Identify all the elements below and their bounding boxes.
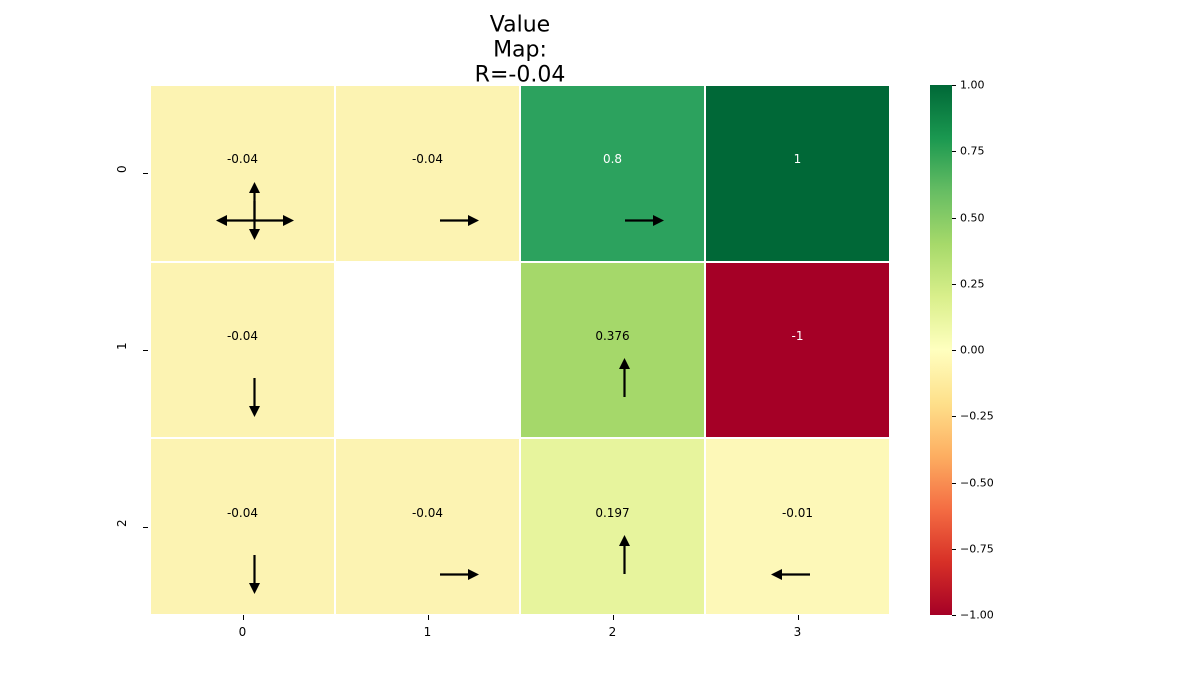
x-tick-mark	[243, 615, 244, 620]
arrow-left-icon	[771, 565, 810, 584]
colorbar-tick-mark	[952, 151, 956, 152]
cell-0-0: -0.04	[150, 85, 335, 262]
cell-2-3: -0.01	[705, 438, 890, 615]
heatmap-grid: -0.04 -0.04 0.8 1 -0.04 0.376 -1 -0.04 -0.…	[150, 85, 890, 615]
cell-2-2: 0.197	[520, 438, 705, 615]
policy-arrows	[151, 263, 336, 440]
arrow-up-icon	[605, 368, 644, 387]
cell-1-0: -0.04	[150, 262, 335, 439]
chart-title: Value Map: R=-0.04	[475, 13, 566, 88]
policy-arrows	[336, 439, 521, 616]
cell-value-label: 1	[794, 152, 802, 166]
colorbar-tick-mark	[952, 615, 956, 616]
colorbar-tick-mark	[952, 483, 956, 484]
y-tick-mark	[143, 173, 148, 174]
colorbar-tick-mark	[952, 284, 956, 285]
arrow-right-icon	[255, 211, 294, 230]
policy-arrows	[521, 439, 706, 616]
colorbar-tick-label: 0.75	[960, 145, 985, 158]
x-tick-label: 0	[239, 625, 247, 639]
colorbar-tick-mark	[952, 416, 956, 417]
x-tick-mark	[613, 615, 614, 620]
policy-arrows	[151, 439, 336, 616]
cell-2-1: -0.04	[335, 438, 520, 615]
policy-arrows	[706, 439, 891, 616]
cell-0-2: 0.8	[520, 85, 705, 262]
policy-arrows	[521, 86, 706, 263]
policy-arrows	[521, 263, 706, 440]
colorbar-tick-mark	[952, 218, 956, 219]
colorbar-tick-mark	[952, 549, 956, 550]
policy-arrows	[336, 86, 521, 263]
arrow-up-icon	[605, 545, 644, 564]
arrow-right-icon	[625, 211, 664, 230]
cell-0-1: -0.04	[335, 85, 520, 262]
arrow-down-icon	[235, 565, 274, 584]
colorbar-tick-label: 0.00	[960, 344, 985, 357]
x-tick-mark	[428, 615, 429, 620]
colorbar-tick-label: −0.50	[960, 476, 994, 489]
cell-1-3: -1	[705, 262, 890, 439]
colorbar: −1.00−0.75−0.50−0.250.000.250.500.751.00	[930, 85, 952, 615]
colorbar-tick-mark	[952, 85, 956, 86]
cell-0-3: 1	[705, 85, 890, 262]
arrow-right-icon	[440, 211, 479, 230]
cell-value-label: -1	[792, 329, 804, 343]
policy-arrows	[151, 86, 336, 263]
cell-1-2: 0.376	[520, 262, 705, 439]
colorbar-tick-label: −0.25	[960, 410, 994, 423]
x-tick-label: 3	[794, 625, 802, 639]
colorbar-tick-label: −0.75	[960, 542, 994, 555]
x-tick-mark	[798, 615, 799, 620]
colorbar-gradient	[930, 85, 952, 615]
colorbar-tick-label: 1.00	[960, 79, 985, 92]
cell-1-1	[335, 262, 520, 439]
x-tick-label: 2	[609, 625, 617, 639]
cell-2-0: -0.04	[150, 438, 335, 615]
x-tick-label: 1	[424, 625, 432, 639]
colorbar-tick-label: −1.00	[960, 609, 994, 622]
colorbar-tick-label: 0.50	[960, 211, 985, 224]
y-tick-mark	[143, 527, 148, 528]
colorbar-tick-label: 0.25	[960, 277, 985, 290]
arrow-down-icon	[235, 388, 274, 407]
y-tick-mark	[143, 350, 148, 351]
arrow-right-icon	[440, 565, 479, 584]
colorbar-tick-mark	[952, 350, 956, 351]
arrow-left-icon	[216, 211, 255, 230]
